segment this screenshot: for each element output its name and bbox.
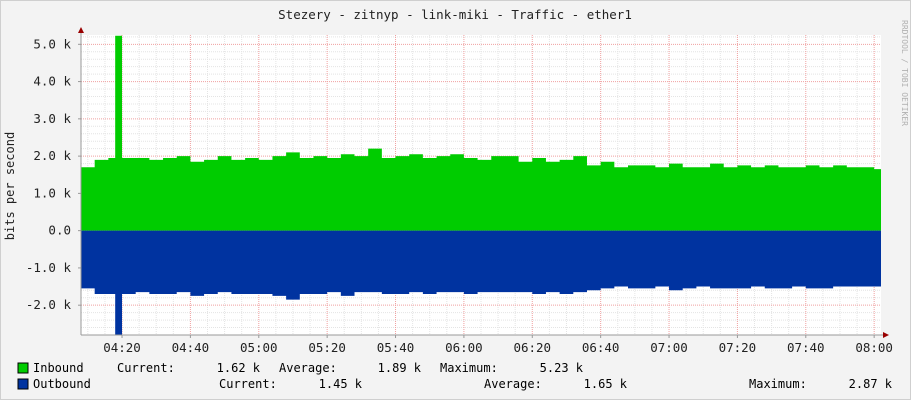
legend: Inbound Current: 1.62 k Average: 1.89 k …: [17, 361, 893, 391]
legend-swatch-outbound: [17, 378, 29, 390]
y-tick-label: -2.0 k: [26, 297, 72, 312]
legend-outbound-maximum-value: 2.87 k: [849, 377, 893, 391]
x-tick-label: 07:00: [650, 340, 688, 355]
x-tick-label: 06:20: [513, 340, 551, 355]
legend-outbound-name: Outbound: [33, 377, 91, 391]
y-tick-label: -1.0 k: [26, 260, 72, 275]
x-tick-label: 06:40: [582, 340, 620, 355]
x-tick-label: 05:40: [377, 340, 415, 355]
x-tick-label: 07:40: [787, 340, 825, 355]
x-tick-labels: 04:20 04:40 05:00 05:20 05:40 06:00 06:20 06:40…: [103, 340, 893, 355]
watermark: RRDTOOL / TOBI OETIKER: [900, 20, 909, 126]
series-area-inbound: [81, 35, 881, 231]
y-tick-label: 5.0 k: [33, 36, 71, 51]
y-axis-label: bits per second: [3, 132, 17, 240]
axes-layer: [78, 27, 889, 338]
legend-inbound-maximum-label: Maximum:: [440, 361, 498, 375]
x-tick-label: 04:20: [103, 340, 141, 355]
chart-title: Stezery - zitnyp - link-miki - Traffic -…: [278, 7, 632, 22]
legend-inbound-average-value: 1.89 k: [378, 361, 422, 375]
legend-inbound-current-value: 1.62 k: [217, 361, 261, 375]
x-tick-label: 05:00: [240, 340, 278, 355]
legend-inbound-maximum-value: 5.23 k: [540, 361, 584, 375]
x-tick-label: 04:40: [172, 340, 210, 355]
y-tick-label: 2.0 k: [33, 148, 71, 163]
x-tick-label: 08:00: [855, 340, 893, 355]
y-tick-label: 0.0: [48, 223, 71, 238]
series-layer: [81, 35, 881, 335]
legend-outbound-current-label: Current:: [219, 377, 277, 391]
legend-inbound-current-label: Current:: [117, 361, 175, 375]
y-tick-labels: -2.0 k -1.0 k 0.0 1.0 k 2.0 k 3.0 k 4.0 k 5.0 k: [26, 36, 72, 312]
legend-swatch-inbound: [17, 362, 29, 374]
x-axis-arrow: [883, 332, 889, 338]
y-tick-label: 3.0 k: [33, 111, 71, 126]
x-tick-label: 05:20: [308, 340, 346, 355]
legend-outbound-maximum-label: Maximum:: [749, 377, 807, 391]
legend-outbound-average-label: Average:: [484, 377, 542, 391]
legend-outbound-average-value: 1.65 k: [584, 377, 628, 391]
legend-outbound-current-value: 1.45 k: [319, 377, 363, 391]
y-tick-label: 4.0 k: [33, 74, 71, 89]
legend-inbound-name: Inbound: [33, 361, 84, 375]
legend-inbound-average-label: Average:: [279, 361, 337, 375]
legend-row-outbound: Outbound Current: 1.45 k Average: 1.65 k…: [17, 377, 893, 391]
x-tick-label: 06:00: [445, 340, 483, 355]
x-tick-label: 07:20: [719, 340, 757, 355]
y-axis-arrow: [78, 27, 84, 33]
y-tick-label: 1.0 k: [33, 185, 71, 200]
series-area-outbound: [81, 230, 881, 335]
legend-row-inbound: Inbound Current: 1.62 k Average: 1.89 k …: [17, 361, 584, 375]
